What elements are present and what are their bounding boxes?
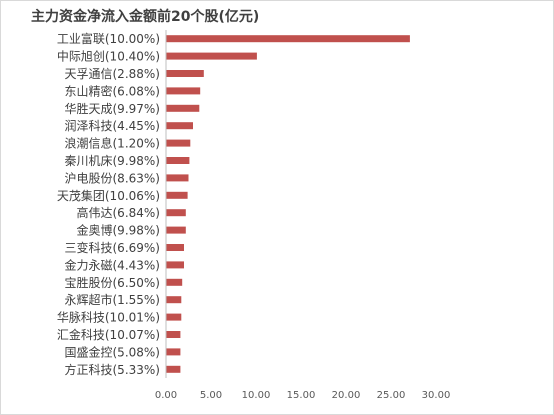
bar-18 [166, 331, 181, 338]
category-label-19: 国盛金控(5.08%) [65, 344, 161, 359]
category-label-11: 高伟达(6.84%) [77, 205, 161, 220]
x-tick-label-3: 15.00 [287, 390, 316, 401]
bar-5 [166, 104, 200, 112]
chart-title: 主力资金净流入金额前20个股(亿元) [31, 9, 260, 25]
bar-11 [166, 209, 186, 217]
x-tick-label-1: 5.00 [200, 390, 222, 401]
category-label-8: 秦川机床(9.98%) [65, 154, 161, 168]
bar-13 [166, 244, 184, 251]
bar-15 [166, 278, 183, 286]
bar-12 [166, 226, 186, 234]
bar-6 [166, 122, 193, 130]
category-label-13: 三变科技(6.69%) [65, 240, 161, 255]
bar-19 [166, 348, 181, 356]
bar-10 [166, 191, 188, 199]
bar-4 [166, 87, 201, 95]
category-label-3: 天孚通信(2.88%) [65, 67, 161, 81]
x-tick-label-2: 10.00 [242, 390, 271, 401]
category-label-4: 东山精密(6.08%) [65, 83, 161, 98]
bar-17 [166, 313, 182, 321]
bar-7 [166, 139, 191, 147]
category-label-10: 天茂集团(10.06%) [57, 188, 160, 203]
bar-8 [166, 157, 190, 164]
category-label-17: 华脉科技(10.01%) [57, 310, 160, 325]
category-label-7: 浪潮信息(1.20%) [65, 136, 161, 151]
category-label-9: 沪电股份(8.63%) [65, 171, 161, 185]
category-label-14: 金力永磁(4.43%) [65, 257, 161, 272]
category-label-5: 华胜天成(9.97%) [65, 101, 161, 116]
x-tick-label-6: 30.00 [422, 390, 451, 401]
bar-9 [166, 174, 189, 182]
x-tick-label-4: 20.00 [332, 390, 361, 401]
category-label-20: 方正科技(5.33%) [65, 362, 161, 377]
bar-20 [166, 365, 181, 373]
category-label-15: 宝胜股份(6.50%) [65, 275, 161, 290]
bar-16 [166, 296, 182, 304]
bar-14 [166, 261, 184, 269]
category-label-18: 汇金科技(10.07%) [57, 327, 160, 342]
category-label-12: 金奥博(9.98%) [77, 223, 161, 238]
category-label-16: 永辉超市(1.55%) [65, 292, 161, 307]
bar-2 [166, 52, 257, 60]
category-label-6: 润泽科技(4.45%) [65, 119, 161, 133]
bar-3 [166, 70, 204, 77]
category-label-2: 中际旭创(10.40%) [57, 49, 160, 64]
x-tick-label-5: 25.00 [377, 390, 406, 401]
bar-1 [166, 35, 410, 43]
category-label-1: 工业富联(10.00%) [57, 31, 160, 46]
x-tick-label-0: 0.00 [155, 390, 177, 401]
